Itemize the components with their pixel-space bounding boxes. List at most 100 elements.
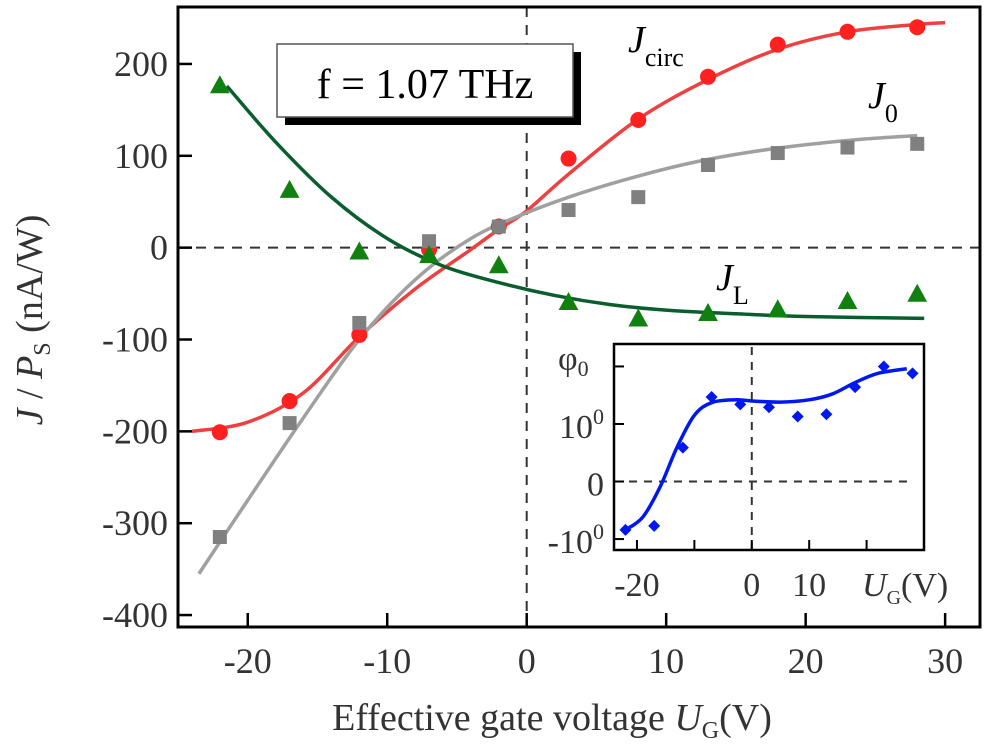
fit-line-j-l <box>225 84 925 321</box>
inset-data-point <box>877 360 890 373</box>
data-point-j-circ <box>560 150 577 167</box>
inset-data-point <box>906 367 919 380</box>
series-label-sub: 0 <box>885 99 898 128</box>
data-point-j-0 <box>561 202 576 217</box>
y-tick-label: -400 <box>102 595 168 635</box>
svg-text:Effective gate voltage UG(V): Effective gate voltage UG(V) <box>332 697 772 744</box>
tick-base: -10 <box>548 524 593 561</box>
series-label-j-0: J0 <box>868 75 898 128</box>
inset-x-tick-label: 10 <box>792 567 826 604</box>
inset-y-sub: 0 <box>578 356 589 381</box>
series-label-j-l: JL <box>716 257 749 310</box>
y-axis-title-var2: P <box>9 356 51 380</box>
y-tick-label: 100 <box>114 136 168 176</box>
data-point-j-l <box>767 299 788 318</box>
data-point-j-circ <box>211 424 228 441</box>
annotation-box <box>276 43 574 118</box>
x-tick-label: -20 <box>224 641 272 681</box>
inset-data-point <box>676 441 689 454</box>
inset-data-point <box>619 523 632 536</box>
inset-data-point <box>763 401 775 414</box>
y-axis-title-unit: (nA/W) <box>9 215 51 343</box>
data-point-j-circ <box>281 393 298 410</box>
data-point-j-circ <box>769 36 786 53</box>
data-point-j-circ <box>630 111 647 128</box>
data-point-j-l <box>698 302 718 321</box>
svg-text:J / PS (nA/W): J / PS (nA/W) <box>9 215 56 426</box>
data-point-j-0 <box>422 234 437 249</box>
y-axis-title-sub: S <box>30 342 56 355</box>
tick-exponent: 0 <box>593 519 604 544</box>
data-point-j-l <box>279 179 300 198</box>
x-axis-title-sub: G <box>702 718 719 744</box>
x-tick-label: 0 <box>518 641 536 681</box>
series-label-var: J <box>628 19 647 61</box>
inset-x-unit: (V) <box>901 567 948 604</box>
y-tick-label: -300 <box>102 503 168 543</box>
inset-x-var: U <box>862 567 889 604</box>
series-label-var: J <box>868 75 887 117</box>
data-point-j-l <box>419 245 439 264</box>
data-point-j-l <box>837 291 858 310</box>
x-axis-title-var: U <box>674 697 704 739</box>
y-tick-label: -200 <box>102 411 168 451</box>
data-point-j-0 <box>282 416 297 431</box>
data-point-j-0 <box>352 315 367 330</box>
inset-data-point <box>648 519 661 532</box>
y-axis-title-var1: J <box>9 406 51 425</box>
inset-x-axis-title: UG(V) <box>862 567 948 609</box>
annotation-text: f = 1.07 THz <box>317 62 534 108</box>
y-axis-title-slash: / <box>9 379 51 409</box>
inset-background <box>614 344 924 550</box>
inset-y-tick-label: -100 <box>548 519 604 561</box>
series-label-sub: circ <box>645 43 684 72</box>
data-point-j-circ <box>909 19 926 36</box>
x-tick-label: 10 <box>648 641 684 681</box>
inset-x-tick-label: 0 <box>743 567 760 604</box>
data-point-j-0 <box>840 140 855 155</box>
data-point-j-l <box>628 308 649 327</box>
y-axis-title: J / PS (nA/W) <box>9 215 56 426</box>
inset-data-point <box>820 408 833 421</box>
inset-y-tick-label: 0 <box>587 467 604 504</box>
data-point-j-l <box>907 283 928 302</box>
data-point-j-0 <box>631 190 646 205</box>
inset-y-var: φ <box>558 341 578 378</box>
x-axis-title: Effective gate voltage UG(V) <box>332 697 772 744</box>
tick-base: 0 <box>587 467 604 504</box>
inset-frame <box>612 342 926 552</box>
x-tick-label: 20 <box>788 641 824 681</box>
inset-x-tick-label: -20 <box>614 567 659 604</box>
series-label-sub: L <box>733 281 749 310</box>
data-point-j-l <box>209 75 230 94</box>
inset-data-point <box>705 390 718 403</box>
data-point-j-0 <box>701 157 716 172</box>
inset-data-point <box>849 381 862 394</box>
data-point-j-l <box>488 255 509 274</box>
inset-y-axis-title: φ0 <box>558 341 589 381</box>
x-tick-label: -10 <box>363 641 411 681</box>
tick-base: 10 <box>559 409 593 446</box>
data-point-j-0 <box>212 529 227 544</box>
x-tick-label: 30 <box>927 641 963 681</box>
fit-line-j-0 <box>197 133 918 575</box>
y-tick-label: 200 <box>114 44 168 84</box>
data-point-j-circ <box>700 68 717 85</box>
y-tick-label: -100 <box>102 320 168 360</box>
inset-data-point <box>734 398 747 411</box>
inset-data-point <box>791 410 804 423</box>
inset-x-sub: G <box>887 587 901 609</box>
fit-line-j-circ <box>191 20 946 434</box>
data-point-j-0 <box>910 136 925 151</box>
series-label-var: J <box>716 257 735 299</box>
plot-frame <box>176 5 982 629</box>
inset-y-tick-label: 100 <box>559 404 604 446</box>
frequency-annotation: f = 1.07 THz <box>276 43 581 125</box>
data-point-j-0 <box>491 219 506 234</box>
data-point-j-l <box>558 291 579 310</box>
data-point-j-l <box>349 241 370 260</box>
